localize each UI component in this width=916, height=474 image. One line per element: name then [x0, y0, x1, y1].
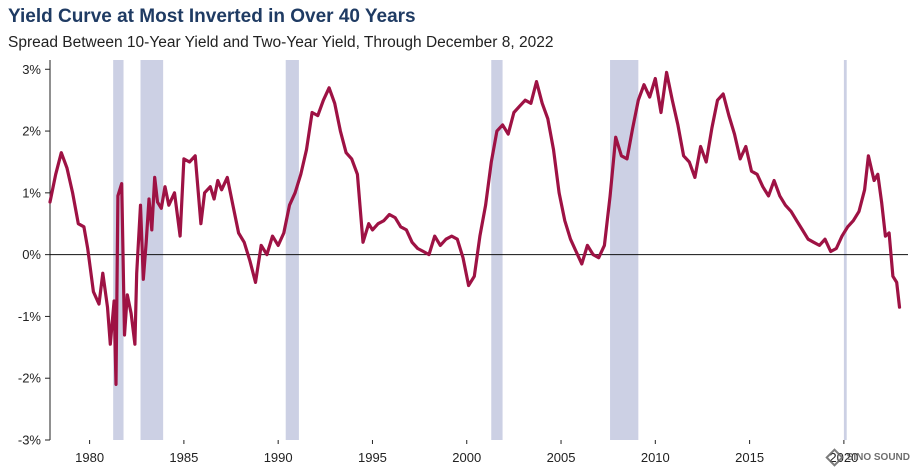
y-tick-label: 3% — [22, 62, 41, 77]
y-tick-label: -3% — [18, 433, 42, 448]
diamond-logo-icon — [824, 448, 844, 467]
y-tick-label: 1% — [22, 185, 41, 200]
x-tick-label: 2010 — [641, 450, 670, 465]
recession-band-1 — [140, 60, 164, 440]
chart-title: Yield Curve at Most Inverted in Over 40 … — [8, 6, 416, 27]
x-tick-label: 2020 — [829, 450, 858, 465]
x-tick-label: 2000 — [452, 450, 481, 465]
recession-bands — [113, 60, 847, 440]
series-line-0 — [48, 70, 902, 386]
recession-band-2 — [285, 60, 299, 440]
chart-subtitle: Spread Between 10-Year Yield and Two-Yea… — [8, 34, 554, 51]
y-tick-label: -2% — [18, 371, 42, 386]
x-tick-label: 2015 — [735, 450, 764, 465]
x-tick-label: 1995 — [358, 450, 387, 465]
x-tick-label: 2005 — [547, 450, 576, 465]
y-tick-label: 0% — [22, 247, 41, 262]
watermark-text: SINO SOUND — [846, 452, 910, 464]
series-lines — [48, 70, 902, 386]
x-tick-label: 1980 — [75, 450, 104, 465]
y-axis-ticks: 3% 2% 1% 0% -1% -2% -3% — [18, 62, 50, 448]
y-tick-label: 2% — [22, 124, 41, 139]
x-axis-ticks: 1980 1985 1990 1995 2000 2005 2010 2015 2020 — [75, 440, 858, 465]
watermark-logo: SINO SOUND — [824, 448, 910, 467]
recession-band-3 — [491, 60, 503, 440]
x-tick-label: 1990 — [264, 450, 293, 465]
chart-axes — [49, 60, 908, 440]
y-tick-label: -1% — [18, 309, 42, 324]
recession-band-5 — [843, 60, 847, 440]
x-tick-label: 1985 — [169, 450, 198, 465]
